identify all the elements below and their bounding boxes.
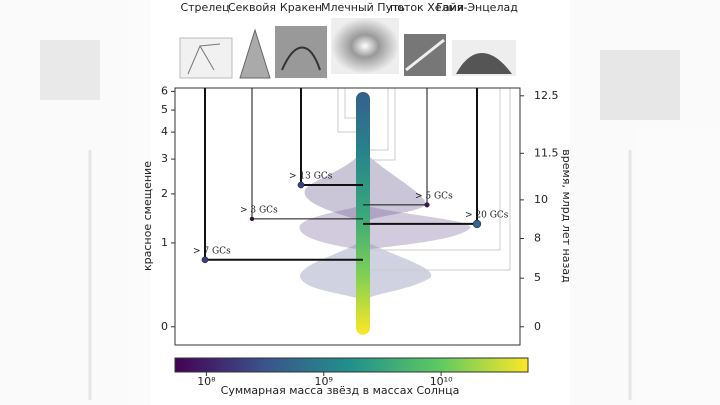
colorbar-tick-label: 10⁹ bbox=[315, 375, 333, 388]
gc-label: > 7 GCs bbox=[193, 246, 231, 256]
y-tick-label: 4 bbox=[161, 125, 168, 138]
y2-tick-label: 10 bbox=[534, 193, 548, 206]
galaxy-name: Млечный Путь bbox=[321, 1, 405, 14]
merger-point bbox=[472, 219, 482, 229]
colorbar-title: Суммарная масса звёзд в массах Солнца bbox=[221, 384, 460, 397]
main-branch bbox=[356, 92, 370, 335]
merger-point bbox=[201, 256, 209, 264]
y-tick-label: 3 bbox=[161, 152, 168, 165]
y-tick-label: 5 bbox=[161, 103, 168, 116]
galaxy-name: поток Хелми bbox=[390, 1, 464, 14]
y-tick-label: 1 bbox=[161, 236, 168, 249]
galaxy-name: Гайя-Энцелад bbox=[436, 1, 518, 14]
gc-label: > 20 GCs bbox=[465, 210, 509, 220]
y-tick-label: 6 bbox=[161, 84, 168, 97]
gc-label: > 3 GCs bbox=[240, 205, 278, 215]
y2-axis-title: время, млрд лет назад bbox=[560, 149, 573, 283]
colorbar bbox=[174, 357, 529, 373]
gc-label: > 5 GCs bbox=[415, 191, 453, 201]
galaxy-name: Кракен bbox=[280, 1, 322, 14]
y2-tick-label: 12.5 bbox=[534, 89, 559, 102]
y-tick-label: 2 bbox=[161, 187, 168, 200]
merger-point bbox=[424, 202, 430, 208]
colorbar-tick-label: 10⁸ bbox=[197, 375, 216, 388]
y2-tick-label: 11.5 bbox=[534, 146, 559, 159]
plot-frame bbox=[174, 87, 521, 346]
y-tick-label: 0 bbox=[161, 320, 168, 333]
merger-point bbox=[249, 216, 255, 222]
y2-tick-label: 5 bbox=[534, 271, 541, 284]
galaxy-name: Секвойя bbox=[228, 1, 276, 14]
minor-branches bbox=[337, 88, 511, 271]
galaxy-name: Стрелец bbox=[180, 1, 229, 14]
y2-tick-label: 8 bbox=[534, 232, 541, 245]
y2-tick-label: 0 bbox=[534, 320, 541, 333]
merger-point bbox=[297, 181, 305, 189]
icons bbox=[179, 18, 516, 79]
colorbar-tick-label: 10¹⁰ bbox=[430, 375, 453, 388]
gc-label: > 13 GCs bbox=[289, 171, 333, 181]
y-axis-title: красное смещение bbox=[141, 161, 154, 271]
